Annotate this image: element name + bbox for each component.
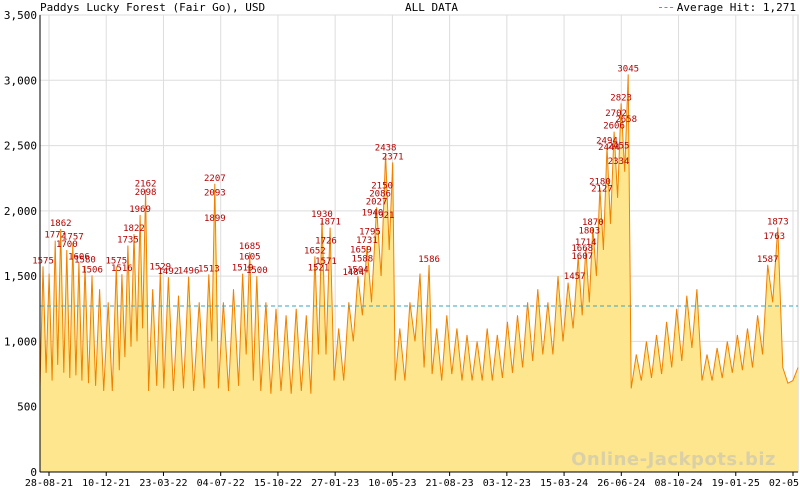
peak-label: 1871 [319,218,341,228]
peak-label: 1516 [111,264,133,274]
y-tick-label: 1,000 [4,335,37,348]
peak-label: 1457 [564,272,586,282]
peak-label-layer: 1575177218621700175716061580150615751516… [32,64,788,281]
peak-label: 1763 [763,232,785,242]
average-line-swatch [658,7,673,8]
peak-label: 1899 [204,214,226,224]
peak-label: 1587 [757,255,779,265]
peak-label: 2334 [608,157,630,167]
x-tick-label: 10-12-21 [82,478,130,489]
peak-label: 1484 [342,268,364,278]
peak-label: 2455 [608,141,630,151]
x-tick-label: 27-01-23 [311,478,359,489]
peak-label: 1659 [350,245,372,255]
peak-label: 2093 [204,189,226,199]
peak-label: 2150 [371,181,393,191]
peak-label: 1930 [311,210,333,220]
peak-label: 1571 [315,257,337,267]
peak-label: 2162 [135,180,157,190]
peak-label: 1580 [74,256,96,266]
x-tick-label: 21-08-23 [426,478,474,489]
peak-label: 2207 [204,174,226,184]
y-tick-label: 500 [17,401,37,414]
peak-label: 1862 [50,219,72,229]
y-tick-label: 3,500 [4,9,37,22]
peak-label: 1504 [347,266,369,276]
peak-label: 1714 [575,238,597,248]
x-tick-label: 19-01-25 [712,478,760,489]
x-tick-label: 08-10-24 [654,478,702,489]
peak-label: 1513 [198,264,220,274]
peak-label: 2127 [591,184,613,194]
peak-label: 1500 [246,266,268,276]
peak-label: 1652 [304,246,326,256]
legend-label: Average Hit: 1,271 [676,1,796,14]
peak-label: 2444 [598,143,620,153]
peak-label: 1700 [56,240,78,250]
peak-label: 3045 [617,64,639,74]
peak-label: 1685 [239,242,261,252]
peak-label: 1506 [81,265,103,275]
chart-title: Paddys Lucky Forest (Fair Go), USD [40,1,266,14]
peak-label: 2823 [610,93,632,103]
peak-label: 1668 [571,244,593,254]
legend: Average Hit: 1,271 [658,1,796,14]
axis-layer: 0 500 1,000 1,500 2,000 2,500 3,000 3,500 28-08-… [4,9,800,489]
peak-label: 1586 [418,255,440,265]
y-tick-label: 3,000 [4,74,37,87]
x-tick-label: 15-10-22 [254,478,302,489]
peak-label: 2658 [615,115,637,125]
x-tick-label: 04-07-22 [197,478,245,489]
peak-label: 1873 [767,217,789,227]
peak-label: 1588 [352,255,374,265]
peak-label: 1803 [578,227,600,237]
peak-label: 1606 [68,252,90,262]
peak-label: 1772 [44,231,66,241]
peak-label: 1521 [308,263,330,273]
peak-label: 1921 [373,211,395,221]
y-tick-label: 1,500 [4,270,37,283]
peak-label: 2180 [589,177,611,187]
peak-label: 1605 [239,252,261,262]
peak-label: 1870 [582,218,604,228]
x-tick-label: 03-12-23 [483,478,531,489]
y-tick-label: 2,000 [4,205,37,218]
peak-label: 2086 [369,190,391,200]
y-tick-label: 2,500 [4,140,37,153]
peak-label: 1969 [129,205,151,215]
x-tick-label: 10-05-23 [368,478,416,489]
peak-label: 2606 [603,122,625,132]
peak-label: 2702 [605,109,627,119]
x-tick-label: 02-05-25 [769,478,800,489]
peak-label: 1529 [149,262,171,272]
peak-label: 1757 [62,233,84,243]
peak-label: 1496 [178,267,200,277]
peak-label: 2098 [135,188,157,198]
series-line [39,74,799,394]
peak-label: 1492 [158,267,180,277]
peak-label: 1519 [232,264,254,274]
peak-label: 1940 [362,209,384,219]
range-label: ALL DATA [405,1,458,14]
peak-label: 1607 [571,252,593,262]
peak-label: 1735 [117,235,139,245]
peak-label: 1726 [315,237,337,247]
peak-label: 1731 [356,236,378,246]
peak-label: 2438 [375,144,397,154]
peak-label: 1575 [32,256,54,266]
peak-label: 2494 [596,136,618,146]
x-tick-label: 28-08-21 [25,478,73,489]
area-layer [39,74,799,473]
peak-label: 1795 [359,228,381,238]
x-tick-label: 15-03-24 [540,478,588,489]
peak-label: 2371 [382,152,404,162]
peak-label: 1575 [105,256,127,266]
peak-label: 2027 [366,197,388,207]
y-tick-label: 0 [30,466,37,479]
peak-label: 1822 [123,224,145,234]
x-tick-label: 23-03-22 [139,478,187,489]
x-tick-label: 26-06-24 [597,478,645,489]
watermark: Online-Jackpots.biz [571,449,776,470]
